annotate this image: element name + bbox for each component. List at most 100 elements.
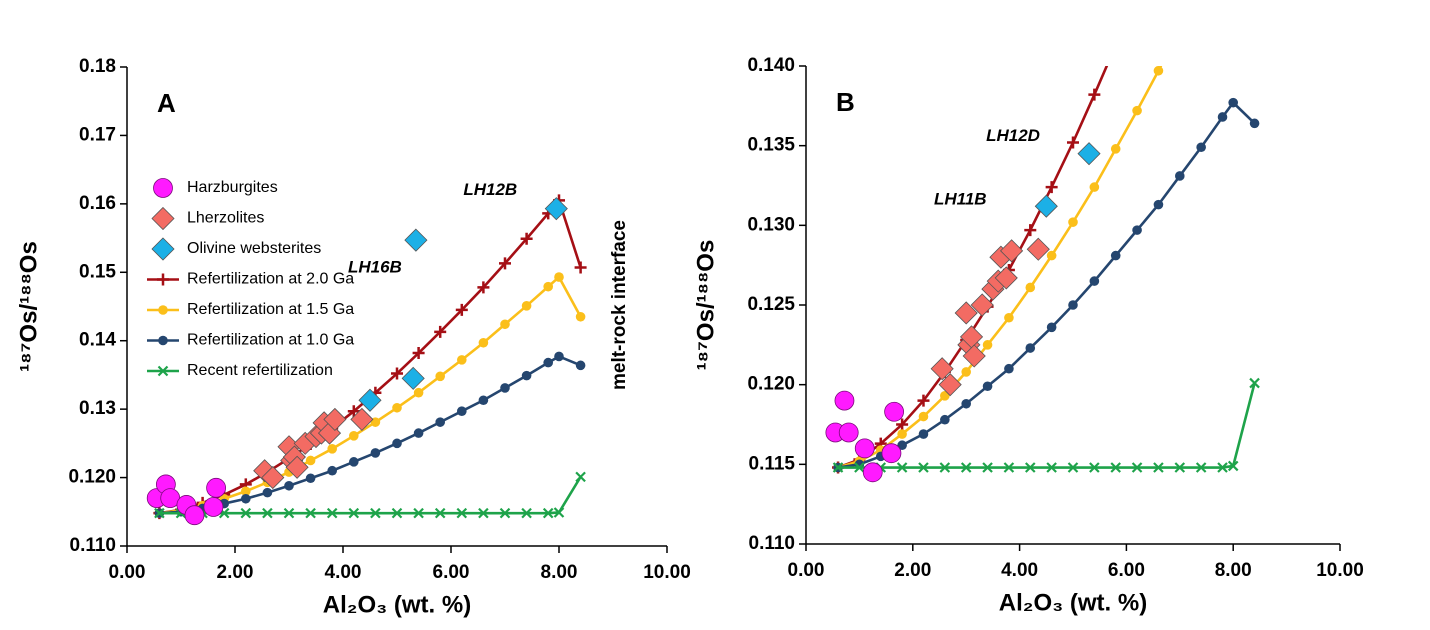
model-marker (500, 319, 510, 330)
y-axis-title: ¹⁸⁷Os/¹⁸⁸Os (692, 240, 719, 371)
model-marker (262, 507, 273, 519)
model-marker (1249, 118, 1260, 129)
model-marker (157, 273, 169, 286)
model-marker (520, 232, 533, 245)
model-marker (499, 507, 511, 519)
sample-marker (350, 407, 374, 431)
model-marker (1067, 462, 1079, 473)
model-marker (1153, 199, 1164, 210)
model-marker (1110, 462, 1121, 473)
model-marker (413, 428, 424, 438)
model-marker (370, 448, 381, 458)
y-tick-label: 0.17 (79, 124, 116, 145)
legend-label: Lherzolites (187, 210, 264, 227)
model-marker (500, 383, 510, 393)
model-marker (574, 261, 587, 274)
model-line (837, 66, 1109, 469)
model-marker (1196, 142, 1206, 153)
y-tick-label: 0.13 (79, 398, 116, 419)
model-marker (305, 507, 316, 519)
sample-marker (151, 206, 175, 231)
model-marker (434, 325, 447, 338)
model-marker (1045, 181, 1058, 194)
model-marker (1068, 217, 1078, 227)
model-marker (1046, 250, 1057, 261)
model-marker (553, 507, 565, 518)
model-marker (1089, 276, 1100, 286)
model-marker (1227, 460, 1239, 472)
model-marker (347, 405, 360, 418)
model-marker (961, 398, 971, 409)
y-tick-label: 0.14 (79, 330, 116, 351)
model-marker (327, 444, 338, 454)
model-marker (1153, 66, 1164, 76)
model-marker (982, 340, 993, 350)
model-marker (521, 301, 532, 311)
model-marker (854, 462, 865, 473)
x-tick-label: 0.00 (109, 562, 146, 583)
model-marker (1025, 282, 1036, 293)
model-marker (1004, 363, 1014, 374)
model-marker (1089, 462, 1100, 473)
sample-marker (1000, 239, 1024, 263)
model-marker (283, 507, 295, 519)
model-marker (1174, 462, 1186, 473)
y-tick-label: 0.115 (749, 453, 796, 474)
annotation: LH12B (463, 180, 517, 199)
model-marker (1132, 225, 1142, 235)
model-marker (521, 370, 532, 381)
sample-marker (323, 407, 347, 431)
x-tick-label: 10.00 (643, 562, 691, 583)
model-marker (478, 507, 489, 519)
model-marker (1004, 312, 1014, 323)
model-marker (348, 507, 360, 519)
model-marker (413, 387, 424, 398)
model-line (837, 66, 1163, 469)
model-marker (1249, 377, 1260, 389)
sample-marker (1026, 237, 1050, 261)
model-marker (434, 507, 446, 519)
legend-label: Refertilization at 1.0 Ga (187, 332, 354, 349)
legend-label: Refertilization at 2.0 Ga (187, 271, 354, 288)
y-tick-label: 0.16 (79, 193, 116, 214)
sample-marker (544, 197, 568, 221)
model-marker (392, 438, 402, 449)
x-tick-label: 2.00 (894, 560, 931, 581)
annotation: LH11B (934, 190, 987, 209)
panel-label: B (836, 87, 855, 117)
model-marker (499, 257, 511, 270)
sample-marker (1034, 194, 1058, 218)
x-axis-title: Al₂O₃ (wt. %) (999, 589, 1147, 616)
model-marker (1110, 144, 1121, 154)
model-marker (940, 414, 950, 425)
model-marker (1195, 462, 1207, 473)
model-marker (543, 281, 553, 292)
sample-marker (862, 462, 883, 483)
model-marker (982, 462, 993, 473)
model-marker (918, 411, 929, 422)
x-tick-label: 2.00 (217, 562, 254, 583)
model-marker (1153, 462, 1164, 473)
model-marker (241, 493, 251, 504)
model-marker (455, 303, 468, 316)
sample-marker (881, 443, 902, 464)
x-tick-label: 0.00 (788, 560, 825, 581)
sample-marker (151, 237, 175, 261)
sample-marker (206, 477, 227, 498)
model-marker (413, 507, 424, 519)
sample-marker (285, 455, 309, 479)
model-marker (542, 507, 554, 519)
legend-label: Recent refertilization (187, 362, 333, 379)
model-marker (1003, 462, 1015, 473)
model-marker (897, 429, 907, 439)
model-marker (412, 347, 425, 360)
model-marker (457, 355, 467, 365)
model-marker (435, 371, 446, 382)
model-marker (157, 365, 169, 377)
panel-label: A (157, 88, 176, 118)
model-marker (349, 431, 359, 441)
model-marker (982, 381, 993, 392)
y-tick-label: 0.125 (747, 294, 795, 315)
model-marker (1132, 105, 1142, 116)
model-marker (960, 462, 972, 473)
